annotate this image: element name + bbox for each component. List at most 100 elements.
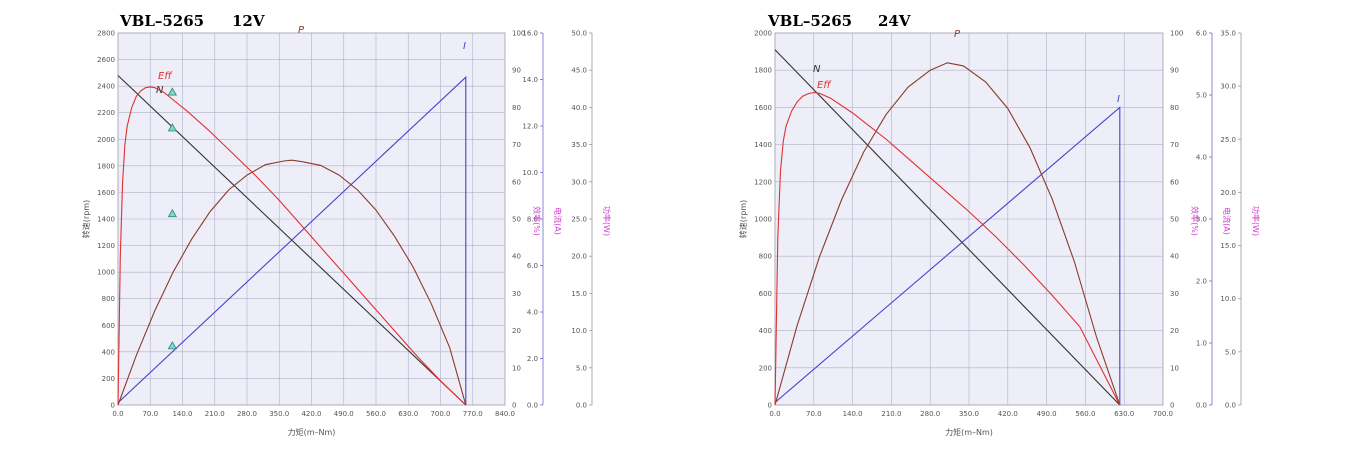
y4-tick-label: 5.0 [576,364,587,372]
y-tick-label: 2200 [97,109,115,117]
y3-tick-label: 1.0 [1196,340,1207,348]
y4-tick-label: 0.0 [576,402,587,410]
y-tick-label: 1600 [97,189,115,197]
x-tick-label: 490.0 [334,410,354,418]
chart-title-voltage-24v: 24V [878,12,911,30]
y-tick-label: 200 [102,375,115,383]
y4-tick-label: 10.0 [571,327,587,335]
x-tick-label: 0.0 [769,410,780,418]
y3-tick-label: 10.0 [522,169,538,177]
y3-tick-label: 0.0 [1196,402,1207,410]
y-tick-label: 600 [759,290,772,298]
x-tick-label: 560.0 [1075,410,1095,418]
grid-12v [117,32,506,406]
y3-tick-label: 8.0 [527,216,538,224]
series-line-n-24v [774,49,1121,406]
y2-tick-label: 90 [512,67,521,75]
y-tick-label: 1000 [97,269,115,277]
x-tick-label: 560.0 [366,410,386,418]
y3-tick-label: 0.0 [527,402,538,410]
y2-tick-label: 50 [512,216,521,224]
y-tick-label: 2000 [97,136,115,144]
y2-tick-label: 60 [512,178,521,186]
y3-tick-label: 6.0 [527,262,538,270]
marker-triangle [167,123,178,132]
y2-tick-label: 20 [512,327,521,335]
y-tick-label: 1400 [754,141,772,149]
y4-tick-label: 35.0 [571,141,587,149]
y-axis-label: 转速(rpm) [738,200,748,238]
y-tick-label: 2000 [754,30,772,38]
y4-tick-label: 30.0 [1220,83,1236,91]
y2-tick-label: 50 [1170,216,1179,224]
x-tick-label: 630.0 [1114,410,1134,418]
x-tick-label: 700.0 [430,410,450,418]
y-tick-label: 200 [759,364,772,372]
y2-tick-label: 0 [512,402,516,410]
y3-tick-label: 4.0 [1196,154,1207,162]
y4-tick-label: 15.0 [1220,242,1236,250]
y3-tick-label: 14.0 [522,76,538,84]
y2-tick-label: 70 [512,141,521,149]
series-label-i-24v: I [1117,94,1120,105]
chart-2: N I P Eff 0.0 70.0 140.0 210.0 280.0 350.0 420.0 4… [738,12,1261,437]
marker-triangle [167,208,178,218]
axes-24v: 0.0 70.0 140.0 210.0 280.0 350.0 420.0 490.0 560… [738,30,1261,438]
y-tick-label: 1800 [754,67,772,75]
series-line-i-12v [117,75,467,405]
y4-tick-label: 20.0 [1220,189,1236,197]
x-tick-label: 70.0 [806,410,822,418]
y3-tick-label: 5.0 [1196,92,1207,100]
y3-axis-label: 电流(A) [1222,207,1232,235]
y-tick-label: 2800 [97,30,115,38]
y2-tick-label: 10 [1170,364,1179,372]
x-tick-label: 280.0 [920,410,940,418]
x-tick-label: 350.0 [269,410,289,418]
series-label-eff-12v: Eff [158,71,173,82]
y4-tick-label: 50.0 [571,30,587,38]
y-tick-label: 1800 [97,162,115,170]
y3-tick-label: 3.0 [1196,216,1207,224]
y4-tick-label: 5.0 [1225,348,1236,356]
y3-tick-label: 2.0 [1196,278,1207,286]
x-tick-label: 630.0 [398,410,418,418]
y-tick-label: 1000 [754,216,772,224]
axes-12v: 0.0 70.0 140.0 210.0 280.0 350.0 420.0 490.0 560… [81,30,612,438]
y3-tick-label: 4.0 [527,309,538,317]
series-line-i-24v [774,106,1121,405]
y4-tick-label: 35.0 [1220,30,1236,38]
y2-tick-label: 40 [1170,253,1179,261]
grid-24v [774,32,1164,406]
y-tick-label: 2400 [97,83,115,91]
y-tick-label: 1600 [754,104,772,112]
y2-tick-label: 100 [1170,30,1183,38]
y2-tick-label: 30 [512,290,521,298]
y4-tick-label: 20.0 [571,253,587,261]
y4-tick-label: 25.0 [1220,136,1236,144]
series-line-eff-12v [117,86,467,406]
y2-tick-label: 70 [1170,141,1179,149]
series-group-24v: N I P Eff [774,29,1121,406]
series-line-eff-24v [774,91,1121,406]
y4-tick-label: 0.0 [1225,402,1236,410]
y-tick-label: 2600 [97,56,115,64]
x-tick-label: 210.0 [205,410,225,418]
y2-tick-label: 60 [1170,178,1179,186]
y-tick-label: 1200 [97,242,115,250]
x-tick-label: 350.0 [959,410,979,418]
y4-tick-label: 40.0 [571,104,587,112]
x-tick-label: 210.0 [881,410,901,418]
y3-tick-label: 16.0 [522,30,538,38]
x-axis-label: 力矩(m–Nm) [945,427,993,437]
y2-tick-label: 10 [512,364,521,372]
y-tick-label: 400 [759,327,772,335]
y4-tick-label: 15.0 [571,290,587,298]
y2-tick-label: 80 [512,104,521,112]
y3-axis-label: 电流(A) [553,207,563,235]
chart-title-model-12v: VBL–5265 [119,12,204,30]
y2-axis-label: 效率(%) [532,206,542,236]
x-tick-label: 770.0 [463,410,483,418]
y-tick-label: 0 [768,402,772,410]
x-tick-label: 140.0 [843,410,863,418]
